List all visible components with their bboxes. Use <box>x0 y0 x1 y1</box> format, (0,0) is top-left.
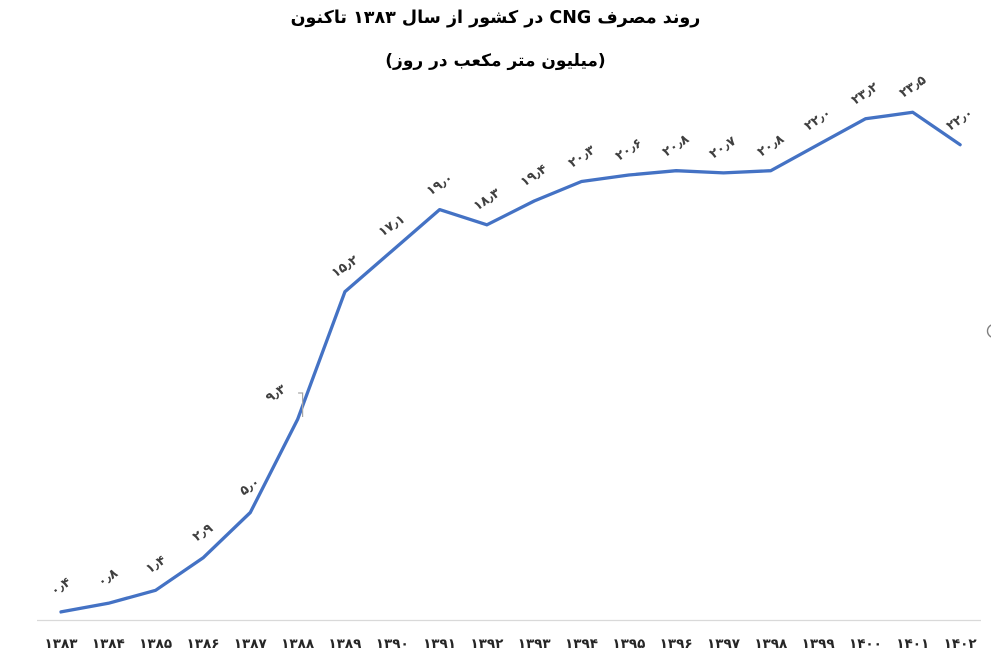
x-axis-label-1399: ۱۳۹۹ <box>801 636 835 652</box>
x-axis-label-1396: ۱۳۹۶ <box>659 636 693 652</box>
x-axis-label-1394: ۱۳۹۴ <box>565 636 598 652</box>
x-axis-label-1401: ۱۴۰۱ <box>896 636 930 652</box>
clipped-circle-glyph <box>986 324 991 338</box>
x-axis-label-1392: ۱۳۹۲ <box>470 636 504 652</box>
x-axis-label-1383: ۱۳۸۳ <box>44 636 78 652</box>
series-line <box>59 110 962 614</box>
chart-subtitle: (میلیون متر مکعب در روز) <box>385 51 606 71</box>
x-axis-label-1384: ۱۳۸۴ <box>91 636 125 652</box>
x-axis-label-1389: ۱۳۸۹ <box>328 636 362 652</box>
x-axis-label-1398: ۱۳۹۸ <box>754 636 788 652</box>
x-axis-label-1385: ۱۳۸۵ <box>139 636 173 652</box>
x-axis-label-1388: ۱۳۸۸ <box>281 636 315 652</box>
x-axis-label-1400: ۱۴۰۰ <box>848 636 882 652</box>
x-axis-label-1391: ۱۳۹۱ <box>423 636 457 652</box>
x-axis-label-1386: ۱۳۸۶ <box>186 636 220 652</box>
x-axis-label-1402: ۱۴۰۲ <box>943 636 977 652</box>
x-axis-label-1395: ۱۳۹۵ <box>612 636 646 652</box>
x-axis-label-1390: ۱۳۹۰ <box>375 636 409 652</box>
label-leader-line <box>298 392 304 417</box>
x-axis-label-1387: ۱۳۸۷ <box>233 636 267 652</box>
x-axis-label-1397: ۱۳۹۷ <box>706 636 740 652</box>
x-axis-label-1393: ۱۳۹۳ <box>517 636 551 652</box>
chart-title: روند مصرف CNG در کشور از سال ۱۳۸۳ تاکنون <box>290 8 701 28</box>
